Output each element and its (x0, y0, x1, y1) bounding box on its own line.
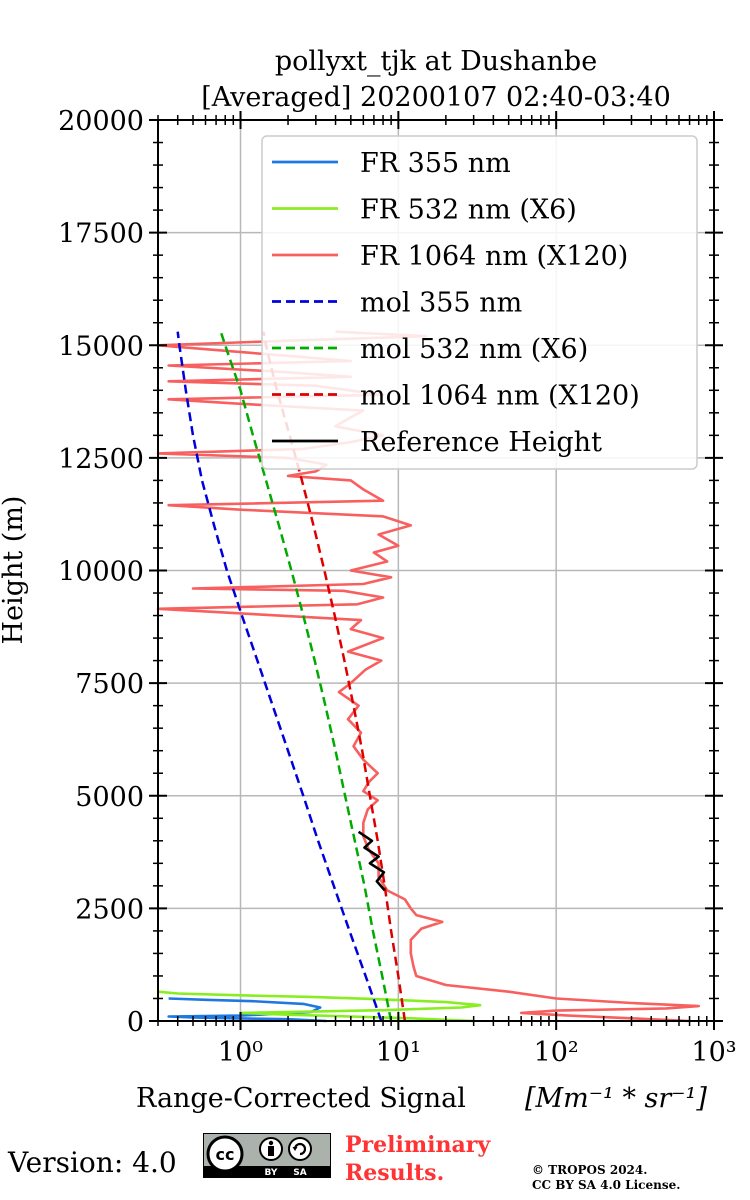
y-tick-label: 10000 (58, 557, 144, 588)
legend-label-mol-355-nm: mol 355 nm (360, 288, 522, 319)
y-tick-label: 20000 (58, 106, 144, 137)
legend-label-mol-532-nm-x6: mol 532 nm (X6) (360, 334, 588, 365)
badge-sa-text: SA (293, 1168, 306, 1178)
preliminary-notice: Preliminary Results. (345, 1131, 490, 1187)
series-line-fr-532-nm-x6 (157, 990, 482, 1023)
y-tick-label: 0 (127, 1007, 144, 1038)
copyright-line1: © TROPOS 2024. (532, 1163, 648, 1177)
legend-label-reference-height: Reference Height (360, 427, 602, 458)
version-label: Version: 4.0 (8, 1146, 177, 1179)
badge-by-text: BY (265, 1168, 278, 1178)
series-line-mol-532-nm-x6 (219, 331, 393, 1022)
legend-label-fr-532-nm-x6: FR 532 nm (X6) (360, 195, 577, 226)
legend-label-mol-1064-nm-x120: mol 1064 nm (X120) (360, 381, 640, 412)
y-tick-label: 7500 (75, 669, 144, 700)
legend-label-fr-1064-nm-x120: FR 1064 nm (X120) (360, 241, 628, 272)
preliminary-line2: Results. (345, 1160, 445, 1186)
series-line-reference-height (357, 830, 386, 892)
x-axis-label: Range-Corrected Signal [Mm⁻¹ * sr⁻¹] (136, 1083, 707, 1114)
axis-ticks: 0 2500 5000 7500 10000 12500 15000 17500 20000 10… (58, 106, 737, 1068)
x-tick-label: 10³ (691, 1037, 736, 1068)
legend-box (261, 135, 698, 470)
x-axis-label-units: [Mm⁻¹ * sr⁻¹] (525, 1083, 707, 1114)
chart-title-line2: [Averaged] 20200107 02:40-03:40 (201, 82, 671, 113)
copyright-line2: CC BY SA 4.0 License. (532, 1178, 681, 1192)
y-axis-label: Height (m) (0, 496, 29, 645)
cc-by-sa-badge: cc BY SA (203, 1133, 331, 1178)
series-line-mol-1064-nm-x120 (262, 331, 407, 1022)
chart-title-line1: pollyxt_tjk at Dushanbe (275, 46, 597, 77)
y-tick-label: 15000 (58, 331, 144, 362)
y-tick-label: 17500 (58, 219, 144, 250)
chart-figure: pollyxt_tjk at Dushanbe [Averaged] 20200… (0, 46, 737, 1114)
y-tick-label: 12500 (58, 444, 144, 475)
copyright-notice: © TROPOS 2024. CC BY SA 4.0 License. (532, 1163, 680, 1193)
y-tick-label: 5000 (75, 782, 144, 813)
plot-frame (157, 119, 715, 1022)
sa-share-alike-icon (288, 1137, 312, 1161)
legend: FR 355 nm FR 532 nm (X6) FR 1064 nm (X120)… (261, 135, 698, 470)
y-tick-label: 2500 (75, 894, 144, 925)
x-tick-label: 10² (534, 1037, 579, 1068)
series-group (156, 330, 701, 1023)
preliminary-line1: Preliminary (345, 1132, 491, 1158)
x-tick-label: 10¹ (376, 1037, 421, 1068)
series-line-mol-355-nm (176, 331, 383, 1022)
legend-label-fr-355-nm: FR 355 nm (360, 148, 511, 179)
x-axis-label-text: Range-Corrected Signal (136, 1083, 466, 1114)
x-tick-label: 10⁰ (218, 1037, 263, 1068)
badge-cc-text: cc (216, 1145, 235, 1164)
cc-icon (206, 1135, 244, 1173)
